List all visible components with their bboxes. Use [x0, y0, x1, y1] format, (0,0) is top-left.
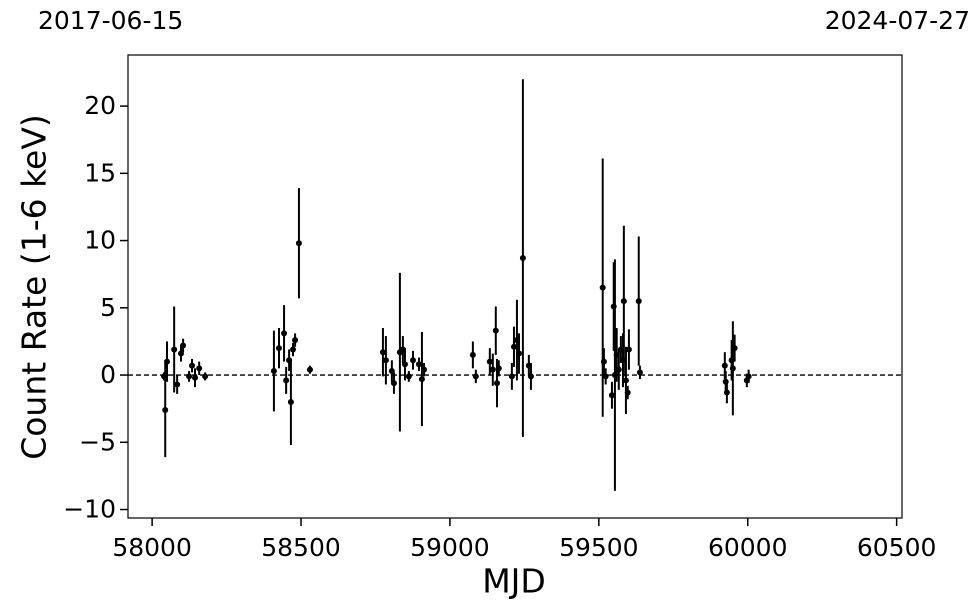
- x-tick-label: 60500: [857, 533, 937, 562]
- data-point: [171, 346, 178, 353]
- y-tick-label: 20: [84, 91, 116, 120]
- data-point: [281, 330, 288, 337]
- data-point: [620, 298, 627, 305]
- data-point: [189, 362, 196, 369]
- data-point: [202, 373, 209, 380]
- data-point: [421, 366, 428, 373]
- data-point: [295, 240, 302, 247]
- data-point: [495, 365, 502, 372]
- data-point: [382, 357, 389, 364]
- data-point: [636, 369, 643, 376]
- data-point: [390, 380, 397, 387]
- x-tick-label: 59000: [410, 533, 490, 562]
- data-point: [405, 373, 412, 380]
- data-point: [292, 337, 299, 344]
- data-point: [622, 377, 629, 384]
- data-point: [186, 373, 193, 380]
- data-point: [608, 392, 615, 399]
- y-tick-label: 10: [84, 226, 116, 255]
- data-point: [745, 373, 752, 380]
- data-point: [283, 377, 290, 384]
- data-point: [599, 284, 606, 291]
- data-point: [731, 345, 738, 352]
- data-point: [723, 389, 730, 396]
- x-tick-label: 58500: [261, 533, 341, 562]
- data-point: [287, 398, 294, 405]
- data-point: [410, 357, 417, 364]
- data-point: [493, 380, 500, 387]
- data-point: [418, 376, 425, 383]
- x-tick-label: 60000: [708, 533, 788, 562]
- plot-frame: [127, 54, 903, 519]
- data-point: [510, 343, 517, 350]
- data-point: [624, 389, 631, 396]
- data-point: [508, 373, 515, 380]
- y-tick-label: 0: [100, 360, 116, 389]
- data-point: [270, 368, 277, 375]
- data-point: [306, 366, 313, 373]
- data-point: [162, 407, 169, 414]
- data-point: [625, 346, 632, 353]
- data-point: [519, 255, 526, 262]
- data-point: [602, 373, 609, 380]
- data-point: [635, 298, 642, 305]
- data-point: [196, 365, 203, 372]
- y-axis-label: Count Rate (1-6 keV): [15, 114, 54, 460]
- data-point: [164, 358, 171, 365]
- data-point: [721, 362, 728, 369]
- data-point: [192, 374, 199, 381]
- data-point: [516, 350, 523, 357]
- data-point: [379, 349, 386, 356]
- y-tick-label: −10: [63, 495, 116, 524]
- data-point: [180, 342, 187, 349]
- data-point: [469, 351, 476, 358]
- x-tick-label: 59500: [559, 533, 639, 562]
- data-point: [615, 366, 622, 373]
- data-point: [174, 381, 181, 388]
- data-point: [729, 365, 736, 372]
- data-point: [600, 358, 607, 365]
- data-point: [489, 366, 496, 373]
- data-point: [486, 358, 493, 365]
- data-point: [289, 346, 296, 353]
- y-tick-label: −5: [79, 427, 116, 456]
- x-tick-label: 58000: [112, 533, 192, 562]
- data-point: [527, 373, 534, 380]
- x-axis-label: MJD: [482, 562, 546, 601]
- y-tick-label: 5: [100, 293, 116, 322]
- data-point: [401, 361, 408, 368]
- y-tick-label: 15: [84, 158, 116, 187]
- date-annotation: 2024-07-27: [825, 6, 970, 35]
- data-point: [275, 345, 282, 352]
- data-point: [415, 361, 422, 368]
- data-point: [492, 327, 499, 334]
- data-point: [472, 373, 479, 380]
- date-annotation: 2017-06-15: [38, 6, 183, 35]
